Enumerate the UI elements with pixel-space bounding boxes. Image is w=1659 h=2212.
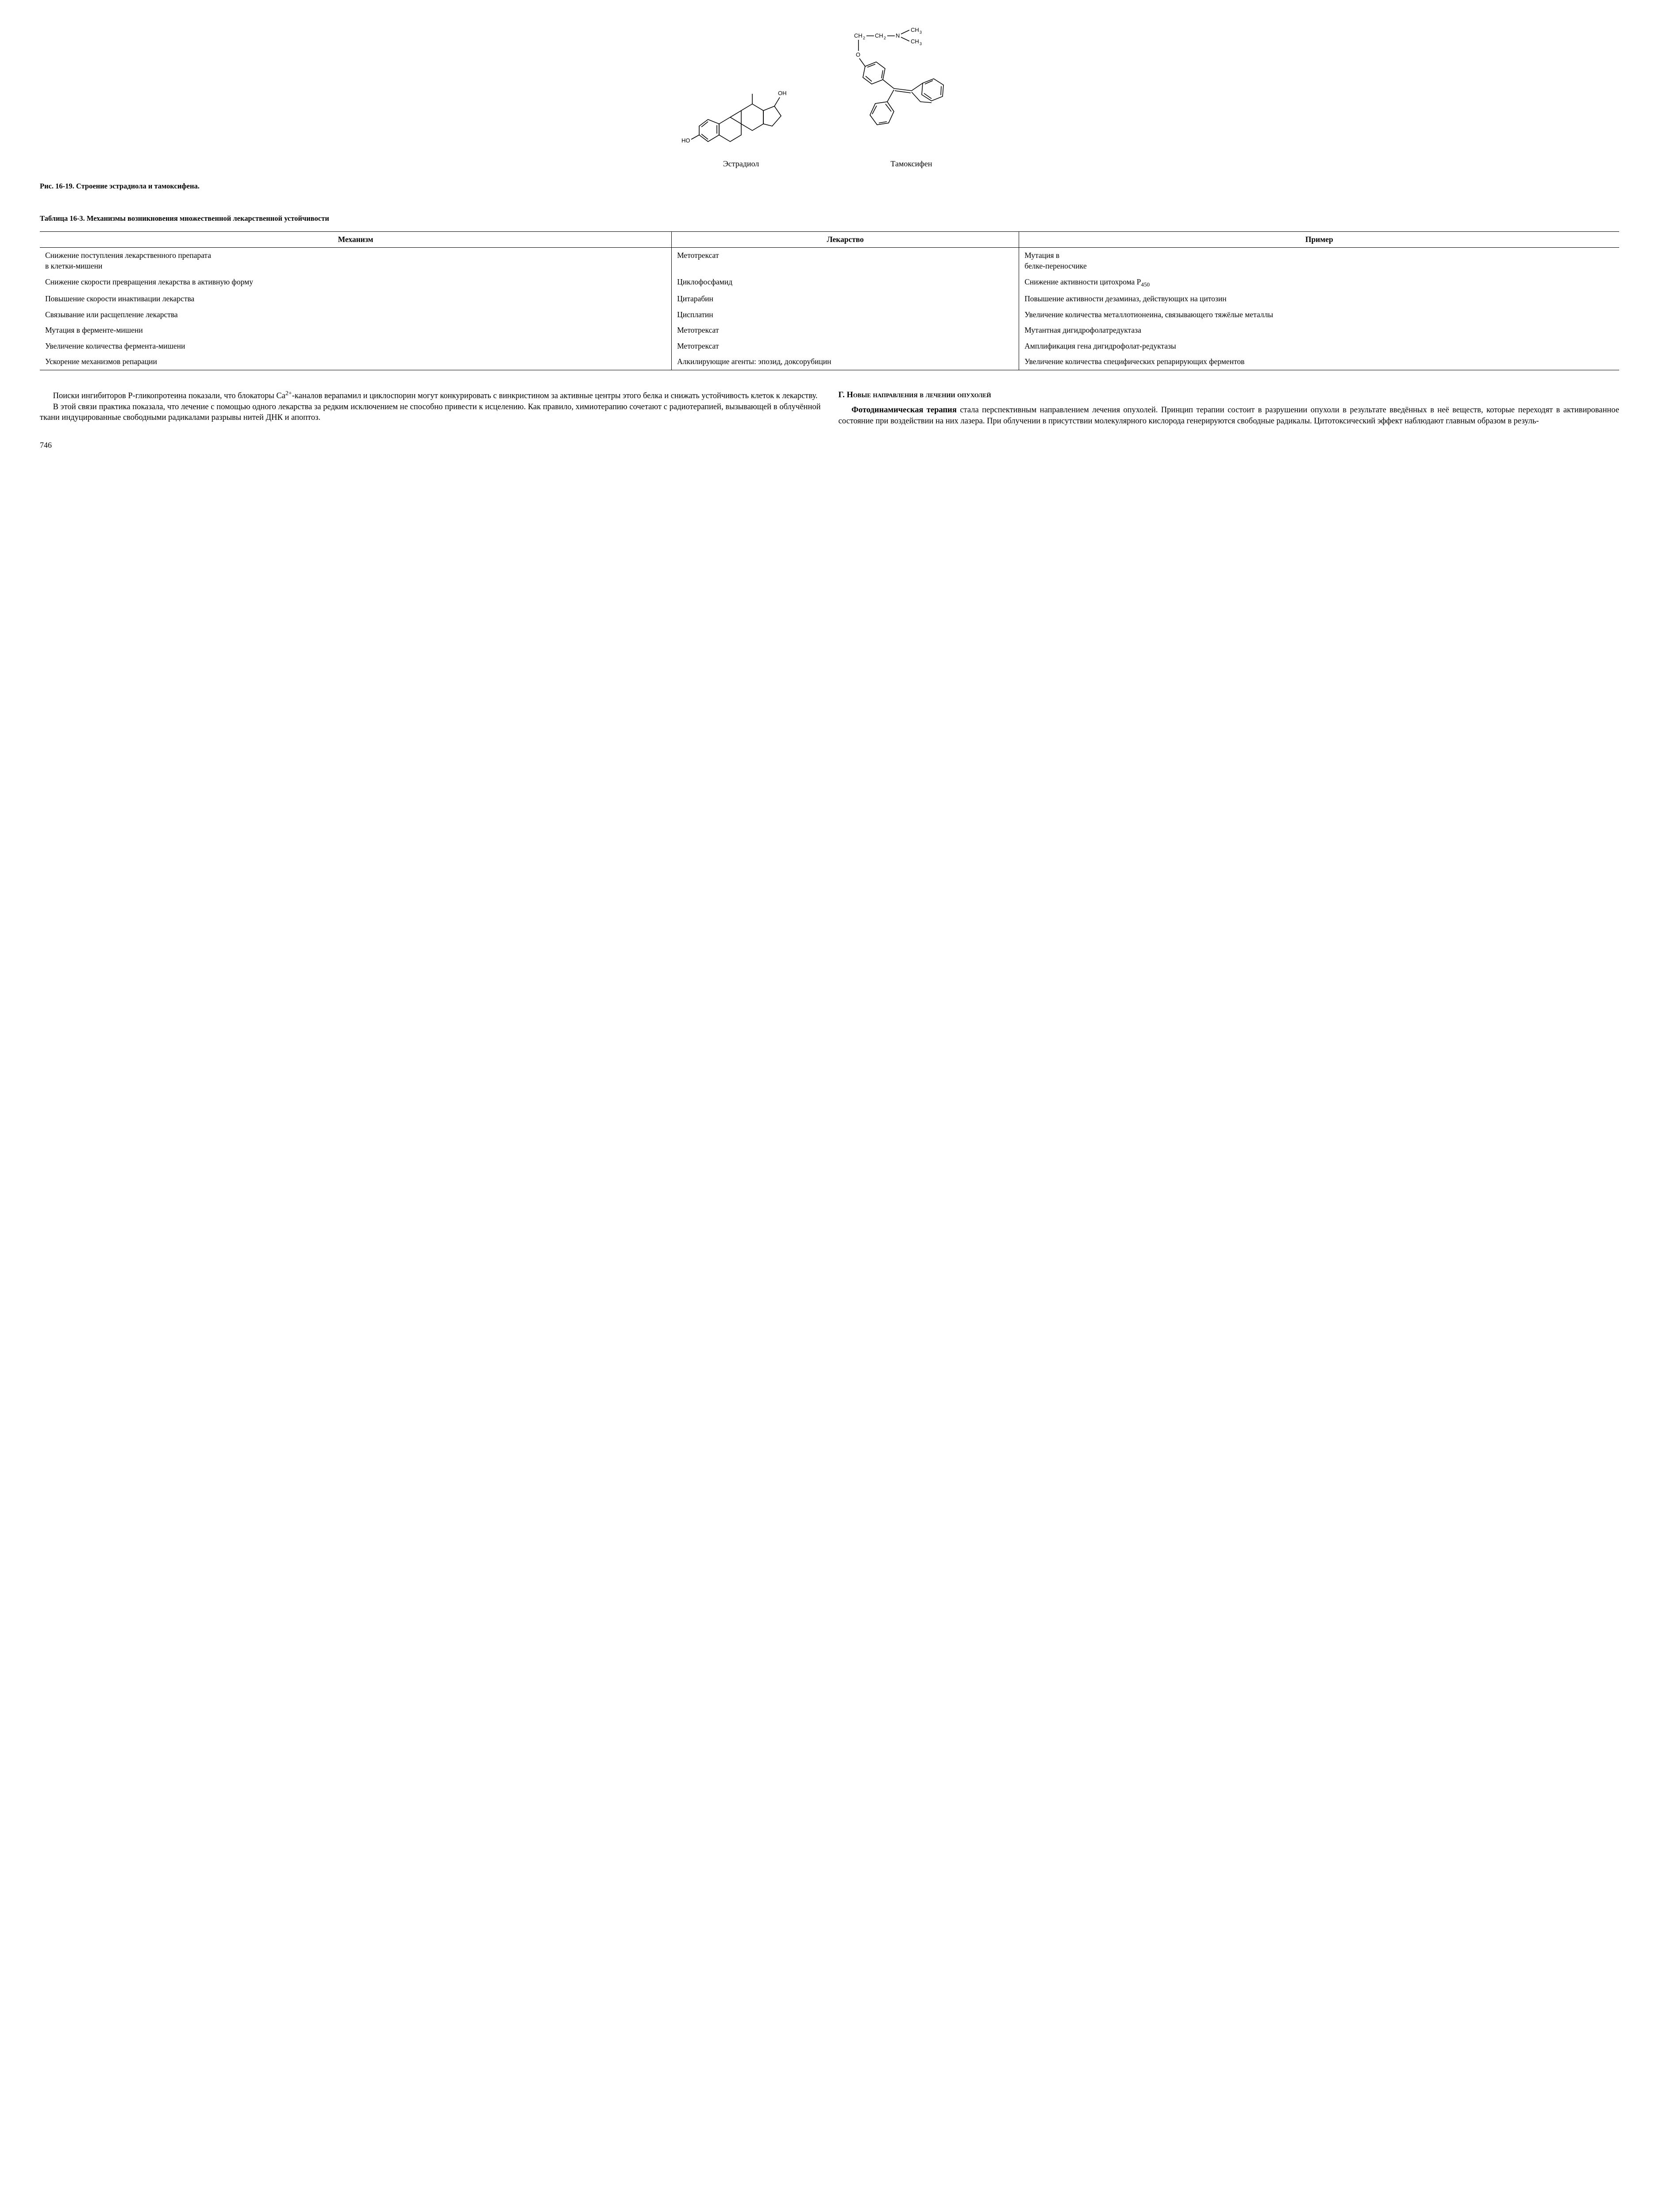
cell: Связывание или расщепление лекарства (40, 307, 672, 323)
cell: Ускорение механизмов репарации (40, 354, 672, 370)
molecules-row: OH HO Эстрадиол CH 2 CH 2 N CH (40, 27, 1619, 169)
resistance-table: Механизм Лекарство Пример Снижение посту… (40, 231, 1619, 370)
cell: Цисплатин (672, 307, 1019, 323)
svg-text:2: 2 (863, 36, 865, 40)
cell: Метотрексат (672, 248, 1019, 274)
cell: Повышение активности дезаминаз, действую… (1019, 291, 1619, 307)
cell: Увеличение количества специфических репа… (1019, 354, 1619, 370)
tamoxifen-svg: CH 2 CH 2 N CH 3 CH 3 O (845, 27, 978, 150)
oh-label: OH (778, 90, 787, 96)
page-number: 746 (40, 440, 1619, 450)
svg-text:3: 3 (920, 42, 922, 46)
left-column: Поиски ингибиторов Р-гликопротеина показ… (40, 390, 821, 426)
table-body: Снижение поступления лекарственного преп… (40, 248, 1619, 370)
th-drug: Лекарство (672, 231, 1019, 248)
figure-caption: Рис. 16-19. Строение эстрадиола и тамокс… (40, 181, 1619, 191)
table-row: Увеличение количества фермента-мишениМет… (40, 338, 1619, 354)
cell: Снижение поступления лекарственного преп… (40, 248, 672, 274)
table-caption: Таблица 16-3. Механизмы возникновения мн… (40, 214, 1619, 223)
table-row: Снижение поступления лекарственного преп… (40, 248, 1619, 274)
tamoxifen-label: Тамоксифен (845, 158, 978, 169)
cell: Мутация в ферменте-мишени (40, 323, 672, 338)
body-columns: Поиски ингибиторов Р-гликопротеина показ… (40, 390, 1619, 426)
table-row: Ускорение механизмов репарацииАлкилирующ… (40, 354, 1619, 370)
cell: Алкилирующие агенты: эпозид, доксорубици… (672, 354, 1019, 370)
cell: Амплификация гена дигидрофолат-редуктазы (1019, 338, 1619, 354)
section-heading: Г. Новые направления в лечении опухолей (839, 390, 1620, 400)
svg-text:N: N (896, 32, 900, 39)
cell: Цитарабин (672, 291, 1019, 307)
cell: Метотрексат (672, 323, 1019, 338)
estradiol-svg: OH HO (681, 53, 801, 150)
th-example: Пример (1019, 231, 1619, 248)
cell: Мутация вбелке-переносчике (1019, 248, 1619, 274)
cell: Увеличение количества фермента-мишени (40, 338, 672, 354)
th-mechanism: Механизм (40, 231, 672, 248)
svg-text:2: 2 (884, 36, 886, 40)
svg-text:CH: CH (911, 38, 919, 45)
right-column: Г. Новые направления в лечении опухолей … (839, 390, 1620, 426)
paragraph: Фотодинамическая терапия стала перспекти… (839, 405, 1620, 426)
estradiol-molecule: OH HO Эстрадиол (681, 53, 801, 169)
paragraph: В этой связи практика показала, что лече… (40, 402, 821, 423)
cell: Циклофосфамид (672, 274, 1019, 291)
ho-label: HO (681, 137, 690, 144)
cell: Снижение активности цитохрома P450 (1019, 274, 1619, 291)
svg-text:CH: CH (911, 27, 919, 33)
table-row: Мутация в ферменте-мишениМетотрексатМута… (40, 323, 1619, 338)
cell: Метотрексат (672, 338, 1019, 354)
estradiol-label: Эстрадиол (681, 158, 801, 169)
svg-text:CH: CH (875, 32, 883, 39)
cell: Снижение скорости превращения лекарства … (40, 274, 672, 291)
table-row: Повышение скорости инактивации лекарства… (40, 291, 1619, 307)
table-row: Связывание или расщепление лекарстваЦисп… (40, 307, 1619, 323)
cell: Увеличение количества металлотионеина, с… (1019, 307, 1619, 323)
paragraph: Поиски ингибиторов Р-гликопротеина показ… (40, 390, 821, 402)
tamoxifen-molecule: CH 2 CH 2 N CH 3 CH 3 O (845, 27, 978, 169)
svg-text:O: O (856, 51, 860, 58)
cell: Мутантная дигидрофолатредуктаза (1019, 323, 1619, 338)
svg-text:3: 3 (920, 30, 922, 35)
table-row: Снижение скорости превращения лекарства … (40, 274, 1619, 291)
svg-text:CH: CH (854, 32, 862, 39)
cell: Повышение скорости инактивации лекарства (40, 291, 672, 307)
figure-block: OH HO Эстрадиол CH 2 CH 2 N CH (40, 27, 1619, 192)
